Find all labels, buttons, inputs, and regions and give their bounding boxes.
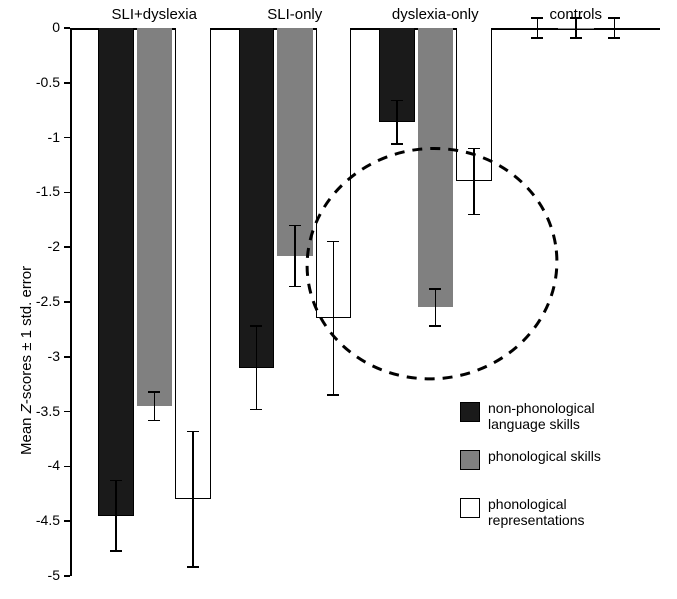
error-cap xyxy=(531,17,543,19)
y-tick-label: -4 xyxy=(20,457,60,473)
category-label: controls xyxy=(549,6,602,23)
y-tick-label: -1.5 xyxy=(20,183,60,199)
legend-item-nonphon: non-phonologicallanguage skills xyxy=(460,400,595,432)
y-tick-label: 0 xyxy=(20,19,60,35)
legend-item-phonrep: phonologicalrepresentations xyxy=(460,496,585,528)
y-tick-label: -2 xyxy=(20,238,60,254)
legend-label: phonologicalrepresentations xyxy=(488,496,585,528)
legend-label: phonological skills xyxy=(488,448,601,464)
legend-item-phon: phonological skills xyxy=(460,448,601,470)
category-label: SLI+dyslexia xyxy=(112,6,197,23)
y-tick-label: -0.5 xyxy=(20,74,60,90)
y-tick-label: -4.5 xyxy=(20,512,60,528)
legend-swatch xyxy=(460,498,480,518)
y-tick-label: -3 xyxy=(20,348,60,364)
y-tick-label: -1 xyxy=(20,129,60,145)
legend-label: non-phonologicallanguage skills xyxy=(488,400,595,432)
plot-area xyxy=(70,28,660,576)
highlight-ellipse xyxy=(70,28,660,576)
y-tick-label: -3.5 xyxy=(20,403,60,419)
legend-swatch xyxy=(460,402,480,422)
category-label: SLI-only xyxy=(267,6,322,23)
category-label: dyslexia-only xyxy=(392,6,479,23)
error-cap xyxy=(608,17,620,19)
chart-container: Mean Z-scores ± 1 std. error 0-0.5-1-1.5… xyxy=(0,0,677,599)
y-tick-label: -5 xyxy=(20,567,60,583)
legend-swatch xyxy=(460,450,480,470)
y-tick-label: -2.5 xyxy=(20,293,60,309)
